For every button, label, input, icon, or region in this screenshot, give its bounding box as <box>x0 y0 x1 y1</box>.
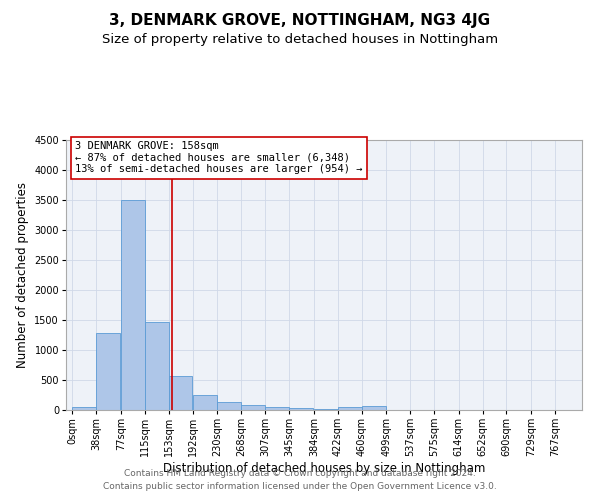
Y-axis label: Number of detached properties: Number of detached properties <box>16 182 29 368</box>
Text: 3, DENMARK GROVE, NOTTINGHAM, NG3 4JG: 3, DENMARK GROVE, NOTTINGHAM, NG3 4JG <box>109 12 491 28</box>
Bar <box>96 333 120 410</box>
Bar <box>169 376 193 410</box>
Text: 3 DENMARK GROVE: 158sqm
← 87% of detached houses are smaller (6,348)
13% of semi: 3 DENMARK GROVE: 158sqm ← 87% of detache… <box>76 141 363 174</box>
Bar <box>241 404 265 410</box>
Bar <box>265 407 289 410</box>
Text: Size of property relative to detached houses in Nottingham: Size of property relative to detached ho… <box>102 32 498 46</box>
Bar <box>121 200 145 410</box>
Bar <box>193 395 217 410</box>
Bar <box>314 409 338 410</box>
Text: Contains HM Land Registry data © Crown copyright and database right 2024.: Contains HM Land Registry data © Crown c… <box>124 468 476 477</box>
Bar <box>338 407 362 410</box>
Bar <box>362 406 386 410</box>
Bar <box>145 322 169 410</box>
Bar <box>289 408 313 410</box>
Text: Contains public sector information licensed under the Open Government Licence v3: Contains public sector information licen… <box>103 482 497 491</box>
X-axis label: Distribution of detached houses by size in Nottingham: Distribution of detached houses by size … <box>163 462 485 475</box>
Bar <box>72 407 96 410</box>
Bar <box>217 402 241 410</box>
